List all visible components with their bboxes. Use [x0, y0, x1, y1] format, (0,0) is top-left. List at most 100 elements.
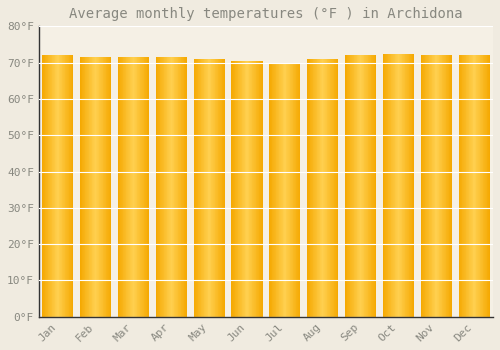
Bar: [62, 55, 63, 317]
Bar: [134, 57, 135, 317]
Bar: [489, 55, 490, 317]
Bar: [350, 55, 352, 317]
Bar: [141, 57, 142, 317]
Bar: [400, 54, 402, 317]
Bar: [274, 63, 275, 317]
Bar: [398, 54, 399, 317]
Bar: [314, 59, 315, 317]
Bar: [48, 55, 49, 317]
Bar: [387, 54, 388, 317]
Bar: [127, 57, 128, 317]
Bar: [221, 59, 222, 317]
Bar: [315, 59, 316, 317]
Bar: [234, 61, 236, 317]
Bar: [331, 59, 332, 317]
Bar: [298, 63, 299, 317]
Bar: [88, 57, 90, 317]
Bar: [176, 57, 178, 317]
Bar: [321, 59, 322, 317]
Bar: [82, 57, 83, 317]
Bar: [222, 59, 223, 317]
Bar: [363, 55, 364, 317]
Bar: [46, 55, 47, 317]
Bar: [348, 55, 349, 317]
Bar: [148, 57, 149, 317]
Bar: [107, 57, 108, 317]
Bar: [372, 55, 373, 317]
Bar: [474, 55, 475, 317]
Bar: [124, 57, 125, 317]
Bar: [232, 61, 233, 317]
Bar: [81, 57, 82, 317]
Bar: [345, 55, 346, 317]
Bar: [278, 63, 280, 317]
Bar: [281, 63, 282, 317]
Bar: [444, 55, 445, 317]
Bar: [360, 55, 362, 317]
Bar: [200, 59, 202, 317]
Bar: [336, 59, 338, 317]
Bar: [47, 55, 48, 317]
Bar: [128, 57, 129, 317]
Bar: [394, 54, 396, 317]
Bar: [252, 61, 253, 317]
Bar: [261, 61, 262, 317]
Bar: [120, 57, 121, 317]
Bar: [184, 57, 186, 317]
Bar: [480, 55, 481, 317]
Bar: [270, 63, 271, 317]
Bar: [52, 55, 53, 317]
Bar: [479, 55, 480, 317]
Bar: [322, 59, 324, 317]
Bar: [220, 59, 221, 317]
Bar: [56, 55, 57, 317]
Bar: [318, 59, 319, 317]
Bar: [486, 55, 488, 317]
Bar: [135, 57, 136, 317]
Bar: [251, 61, 252, 317]
Bar: [54, 55, 56, 317]
Bar: [432, 55, 433, 317]
Bar: [440, 55, 441, 317]
Bar: [478, 55, 479, 317]
Bar: [447, 55, 448, 317]
Bar: [325, 59, 326, 317]
Bar: [70, 55, 71, 317]
Bar: [442, 55, 444, 317]
Bar: [423, 55, 424, 317]
Bar: [438, 55, 440, 317]
Bar: [131, 57, 132, 317]
Bar: [310, 59, 311, 317]
Bar: [358, 55, 359, 317]
Bar: [237, 61, 238, 317]
Bar: [285, 63, 286, 317]
Bar: [421, 55, 422, 317]
Bar: [50, 55, 51, 317]
Bar: [159, 57, 160, 317]
Bar: [384, 54, 385, 317]
Bar: [390, 54, 392, 317]
Bar: [175, 57, 176, 317]
Bar: [165, 57, 166, 317]
Bar: [207, 59, 208, 317]
Bar: [49, 55, 50, 317]
Bar: [136, 57, 138, 317]
Bar: [354, 55, 355, 317]
Bar: [403, 54, 404, 317]
Bar: [481, 55, 482, 317]
Bar: [451, 55, 452, 317]
Bar: [464, 55, 465, 317]
Bar: [142, 57, 143, 317]
Bar: [143, 57, 144, 317]
Bar: [441, 55, 442, 317]
Bar: [172, 57, 173, 317]
Bar: [291, 63, 292, 317]
Bar: [94, 57, 95, 317]
Bar: [162, 57, 163, 317]
Bar: [475, 55, 476, 317]
Bar: [121, 57, 122, 317]
Bar: [64, 55, 66, 317]
Bar: [388, 54, 389, 317]
Bar: [385, 54, 386, 317]
Bar: [213, 59, 214, 317]
